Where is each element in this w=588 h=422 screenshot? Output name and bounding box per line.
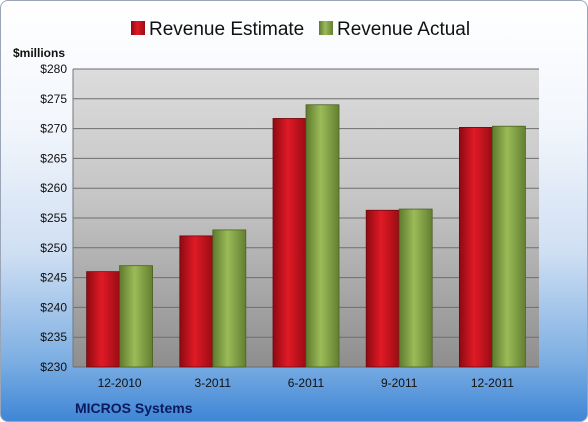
legend-swatch-actual [319, 21, 333, 35]
legend-label-estimate: Revenue Estimate [149, 19, 304, 40]
y-tick-label: $255 [40, 211, 67, 225]
x-tick-label: 9-2011 [381, 376, 418, 390]
bar-revenue-estimate [458, 127, 493, 368]
bar-revenue-estimate [179, 235, 214, 368]
y-axis-ticks: $230 $235 $240 $245 $250 $255 $260 $265 $270 $275… [40, 62, 67, 374]
y-axis-unit-label: $millions [13, 46, 65, 60]
y-tick-label: $230 [40, 360, 67, 374]
legend: Revenue Estimate Revenue Actual [131, 19, 470, 40]
company-name: MICROS Systems [75, 400, 193, 416]
y-tick-label: $275 [40, 92, 67, 106]
x-tick-label: 3-2011 [195, 376, 232, 390]
y-tick-label: $260 [40, 181, 67, 195]
bar-revenue-estimate [365, 209, 400, 368]
bars [86, 104, 526, 368]
bar-revenue-actual [398, 208, 433, 368]
legend-label-actual: Revenue Actual [337, 19, 470, 40]
y-tick-label: $270 [40, 122, 67, 136]
x-tick-label: 12-2011 [471, 376, 514, 390]
bar-revenue-estimate [272, 118, 307, 368]
bar-revenue-actual [491, 125, 526, 368]
y-tick-label: $250 [40, 241, 67, 255]
bar-revenue-actual [119, 265, 153, 368]
y-tick-label: $245 [40, 271, 67, 285]
y-tick-label: $280 [40, 62, 67, 76]
legend-swatch-estimate [131, 21, 145, 35]
x-tick-label: 6-2011 [288, 376, 325, 390]
y-tick-label: $265 [40, 151, 67, 165]
x-axis-ticks: 12-2010 3-2011 6-2011 9-2011 12-2011 [98, 376, 515, 390]
bar-revenue-estimate [86, 271, 120, 368]
x-tick-label: 12-2010 [98, 376, 142, 390]
bar-revenue-actual [305, 104, 340, 368]
bar-revenue-actual [212, 229, 247, 368]
y-tick-label: $235 [40, 330, 67, 344]
y-tick-label: $240 [40, 300, 67, 314]
